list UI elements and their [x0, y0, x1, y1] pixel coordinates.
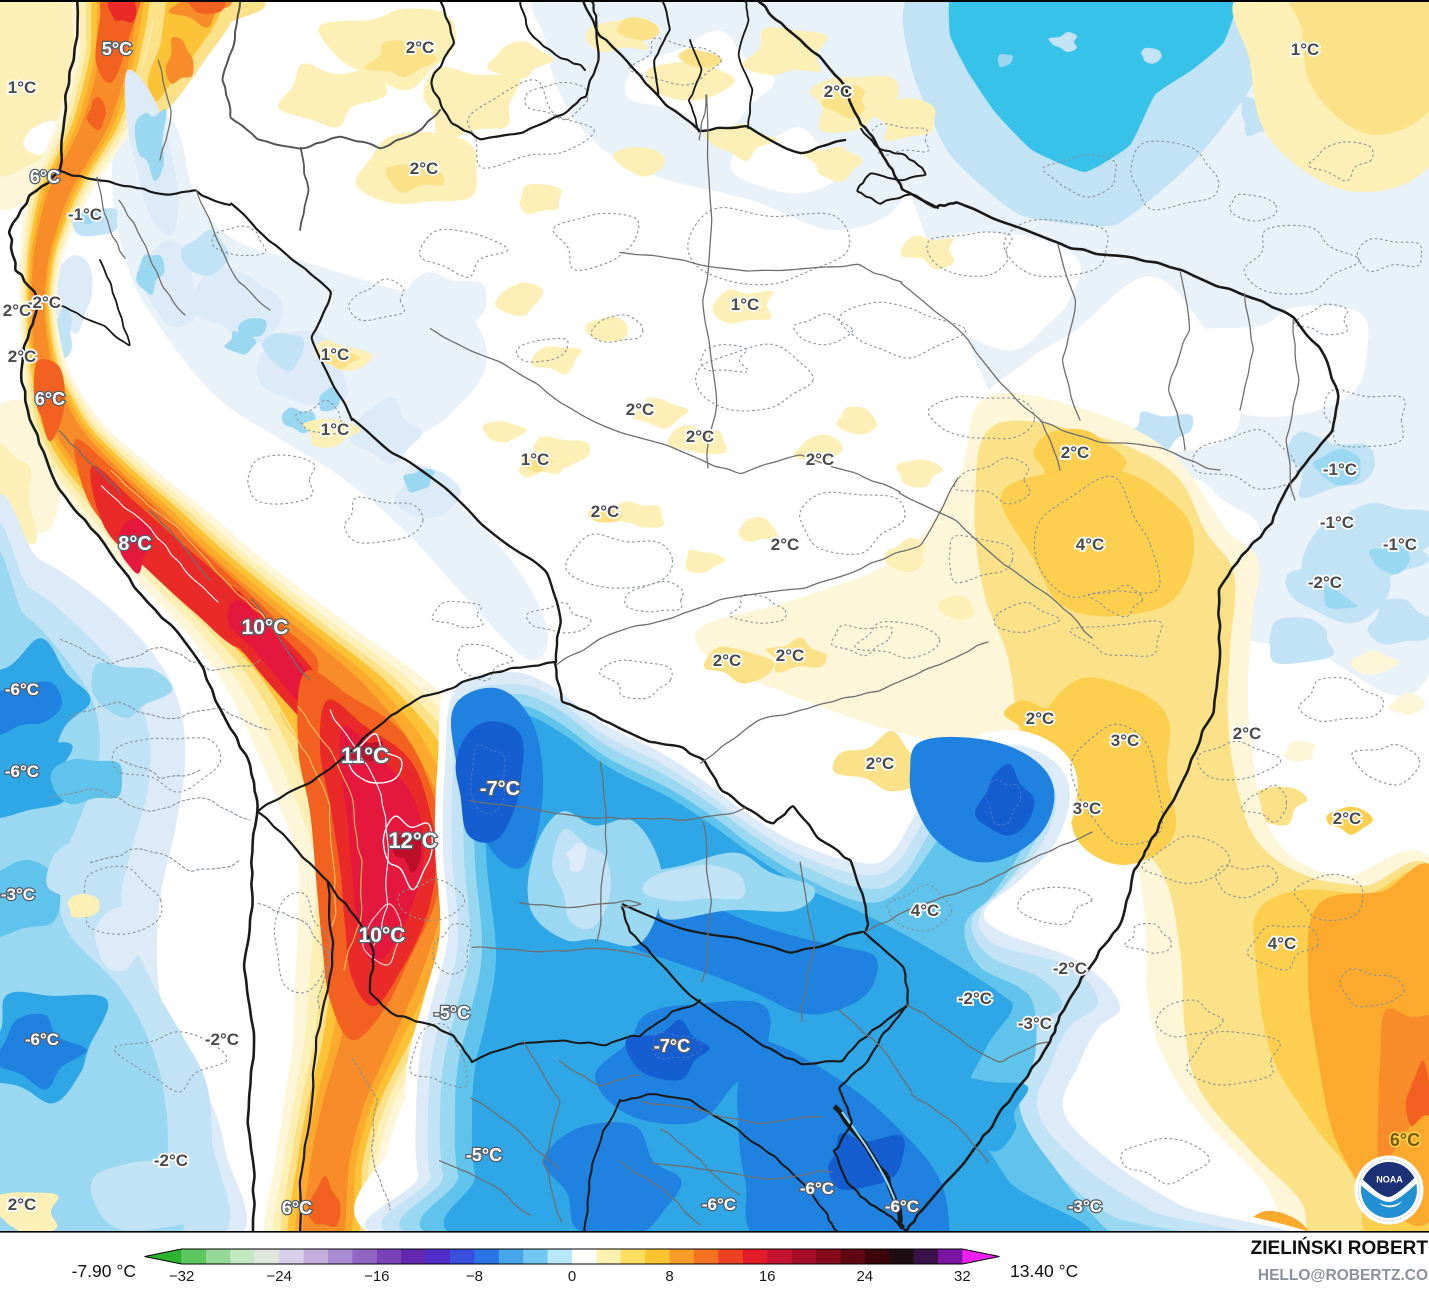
svg-text:-3°C: -3°C: [1, 885, 35, 904]
svg-text:-5°C: -5°C: [434, 1003, 470, 1023]
svg-text:2°C: 2°C: [626, 400, 655, 419]
svg-text:-1°C: -1°C: [1320, 513, 1354, 532]
svg-text:4°C: 4°C: [911, 901, 940, 920]
svg-text:−32: −32: [169, 1268, 194, 1285]
svg-text:-2°C: -2°C: [958, 989, 992, 1008]
svg-text:1°C: 1°C: [321, 345, 350, 364]
svg-text:6°C: 6°C: [30, 167, 60, 187]
svg-text:2°C: 2°C: [866, 754, 895, 773]
svg-text:2°C: 2°C: [8, 347, 37, 366]
svg-text:2°C: 2°C: [406, 38, 435, 57]
svg-text:1°C: 1°C: [321, 420, 350, 439]
svg-text:1°C: 1°C: [731, 295, 760, 314]
svg-text:NOAA: NOAA: [1376, 1175, 1403, 1185]
svg-text:2°C: 2°C: [591, 502, 620, 521]
svg-text:HELLO@ROBERTZ.CO: HELLO@ROBERTZ.CO: [1258, 1267, 1428, 1284]
svg-text:-5°C: -5°C: [466, 1145, 502, 1165]
svg-text:3°C: 3°C: [1073, 799, 1102, 818]
svg-text:-3°C: -3°C: [1018, 1014, 1052, 1033]
svg-text:10°C: 10°C: [359, 924, 406, 947]
svg-text:5°C: 5°C: [102, 39, 132, 59]
svg-text:-6°C: -6°C: [702, 1195, 736, 1214]
svg-text:-1°C: -1°C: [68, 205, 102, 224]
svg-text:2°C: 2°C: [8, 1195, 37, 1214]
svg-text:−24: −24: [266, 1268, 291, 1285]
svg-text:1°C: 1°C: [521, 450, 550, 469]
svg-text:−16: −16: [364, 1268, 389, 1285]
svg-text:11°C: 11°C: [341, 743, 389, 768]
svg-text:2°C: 2°C: [1233, 724, 1262, 743]
svg-text:-6°C: -6°C: [25, 1030, 59, 1049]
svg-text:2°C: 2°C: [771, 535, 800, 554]
svg-text:2°C: 2°C: [3, 301, 32, 320]
svg-text:-1°C: -1°C: [1383, 535, 1417, 554]
svg-text:-1°C: -1°C: [1323, 460, 1357, 479]
svg-text:12°C: 12°C: [388, 828, 437, 853]
svg-text:3°C: 3°C: [1111, 731, 1140, 750]
svg-text:-6°C: -6°C: [5, 762, 39, 781]
svg-text:6°C: 6°C: [1390, 1130, 1420, 1150]
svg-text:-6°C: -6°C: [5, 680, 39, 699]
svg-text:24: 24: [856, 1268, 873, 1285]
svg-text:6°C: 6°C: [282, 1198, 312, 1218]
svg-text:4°C: 4°C: [1076, 535, 1105, 554]
svg-text:16: 16: [759, 1268, 776, 1285]
svg-text:-6°C: -6°C: [800, 1179, 834, 1198]
svg-text:1°C: 1°C: [8, 78, 37, 97]
svg-text:8: 8: [665, 1268, 673, 1285]
svg-text:4°C: 4°C: [1268, 934, 1297, 953]
svg-text:2°C: 2°C: [1061, 443, 1090, 462]
svg-text:-2°C: -2°C: [27, 293, 61, 312]
svg-text:2°C: 2°C: [806, 450, 835, 469]
svg-text:32: 32: [954, 1268, 971, 1285]
svg-text:2°C: 2°C: [410, 159, 439, 178]
svg-text:1°C: 1°C: [1291, 40, 1320, 59]
svg-text:2°C: 2°C: [1026, 709, 1055, 728]
svg-text:-3°C: -3°C: [1068, 1197, 1102, 1216]
svg-text:2°C: 2°C: [1333, 809, 1362, 828]
svg-text:10°C: 10°C: [242, 616, 289, 639]
svg-text:2°C: 2°C: [776, 646, 805, 665]
svg-text:-6°C: -6°C: [885, 1197, 919, 1216]
svg-text:-2°C: -2°C: [205, 1030, 239, 1049]
svg-text:8°C: 8°C: [118, 533, 152, 555]
svg-text:-2°C: -2°C: [1308, 573, 1342, 592]
svg-text:ZIELIŃSKI ROBERT: ZIELIŃSKI ROBERT: [1251, 1237, 1429, 1259]
svg-text:-7.90 °C: -7.90 °C: [72, 1261, 136, 1281]
svg-text:-7°C: -7°C: [480, 778, 520, 800]
svg-text:6°C: 6°C: [35, 389, 65, 409]
svg-text:-2°C: -2°C: [1053, 959, 1087, 978]
svg-text:2°C: 2°C: [686, 427, 715, 446]
svg-text:2°C: 2°C: [824, 82, 853, 101]
svg-text:−8: −8: [466, 1268, 483, 1285]
svg-text:-7°C: -7°C: [654, 1036, 690, 1056]
svg-text:0: 0: [568, 1268, 576, 1285]
svg-text:13.40 °C: 13.40 °C: [1010, 1261, 1078, 1281]
svg-text:2°C: 2°C: [713, 651, 742, 670]
svg-text:-2°C: -2°C: [154, 1151, 188, 1170]
